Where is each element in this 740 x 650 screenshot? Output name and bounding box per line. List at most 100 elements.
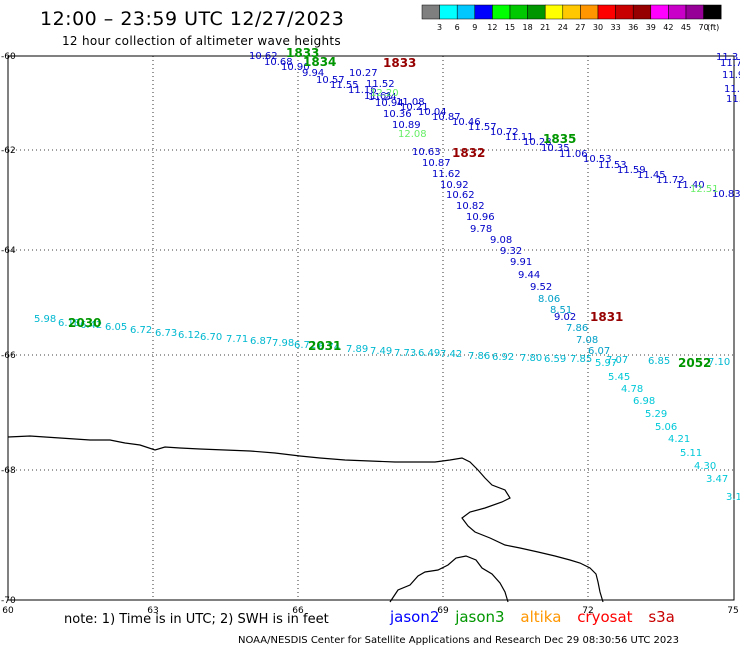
wave-height-value: 7.98 bbox=[272, 338, 294, 349]
wave-height-value: 11.08 bbox=[396, 97, 425, 108]
colorbar-swatch bbox=[615, 4, 634, 20]
wave-height-value: 7.73 bbox=[394, 348, 416, 359]
wave-height-value: 9.52 bbox=[530, 282, 552, 293]
wave-height-value: 7.71 bbox=[226, 334, 248, 345]
pass-time-label: 2031 bbox=[308, 339, 341, 353]
wave-height-value: 6.12 bbox=[178, 330, 200, 341]
wave-height-value: 12.20 bbox=[370, 88, 399, 99]
colorbar-swatch bbox=[668, 4, 687, 20]
wave-height-value: 6.72 bbox=[130, 325, 152, 336]
wave-height-value: 6.74 bbox=[318, 342, 340, 353]
lon-label: 72 bbox=[582, 606, 593, 616]
wave-height-value: 7.80 bbox=[520, 353, 542, 364]
wave-height-value: 9.32 bbox=[500, 246, 522, 257]
colorbar-swatch bbox=[492, 4, 511, 20]
pass-time-label: 1833 bbox=[383, 56, 416, 70]
map-frame bbox=[7, 55, 735, 601]
wave-height-value: 11.7 bbox=[720, 58, 740, 69]
colorbar-label: 18 bbox=[523, 23, 533, 32]
wave-height-value: 11.57 bbox=[468, 122, 497, 133]
colorbar-label: 39 bbox=[646, 23, 656, 32]
wave-height-value: 10.62 bbox=[446, 190, 475, 201]
altimeter-swaths: 10.6210.6810.909.9410.5711.5511.1611.611… bbox=[34, 51, 740, 503]
wave-height-value: 6.92 bbox=[492, 352, 514, 363]
pass-time-label: 2030 bbox=[68, 316, 101, 330]
colorbar-label: 3 bbox=[437, 23, 442, 32]
wave-height-value: 11.2 bbox=[726, 94, 740, 105]
pass-time-label: 2052 bbox=[678, 356, 711, 370]
wave-height-value: 6.05 bbox=[105, 322, 127, 333]
wave-height-value: 11.11 bbox=[505, 132, 534, 143]
colorbar-label: 45 bbox=[681, 23, 691, 32]
colorbar-swatch bbox=[562, 4, 581, 20]
pass-time-label: 1834 bbox=[303, 55, 336, 69]
wave-height-value: 10.82 bbox=[456, 201, 485, 212]
sat-jason3: jason3 bbox=[455, 608, 505, 626]
wave-height-value: 10.96 bbox=[466, 212, 495, 223]
colorbar-swatch bbox=[597, 4, 616, 20]
colorbar-swatch bbox=[703, 4, 722, 20]
colorbar-label: 33 bbox=[611, 23, 621, 32]
colorbar-swatch bbox=[527, 4, 546, 20]
colorbar-swatch bbox=[544, 4, 564, 20]
wave-height-value: 7.86 bbox=[468, 351, 490, 362]
colorbar-label: 15 bbox=[505, 23, 515, 32]
pass-time-label: 1831 bbox=[590, 310, 623, 324]
wave-height-value: 10.83 bbox=[712, 189, 740, 200]
map-subtitle: 12 hour collection of altimeter wave hei… bbox=[62, 34, 341, 48]
wave-height-value: 10.92 bbox=[440, 180, 469, 191]
wave-height-value: 9.08 bbox=[490, 235, 512, 246]
footnote: note: 1) Time is in UTC; 2) SWH is in fe… bbox=[64, 612, 329, 627]
wave-height-value: 11.53 bbox=[598, 160, 627, 171]
map-title: 12:00 – 23:59 UTC 12/27/2023 bbox=[40, 8, 345, 30]
wave-height-value: 11.55 bbox=[330, 80, 359, 91]
colorbar-swatch bbox=[421, 4, 440, 20]
wave-height-value: 9.91 bbox=[510, 257, 532, 268]
sat-jason2: jason2 bbox=[390, 608, 440, 626]
wave-height-value: 10.57 bbox=[316, 75, 345, 86]
sat-cryosat: cryosat bbox=[577, 608, 633, 626]
colorbar-label: 30 bbox=[593, 23, 603, 32]
wave-height-value: 8.06 bbox=[538, 294, 560, 305]
wave-height-value: 9.44 bbox=[518, 270, 540, 281]
colorbar-label: 36 bbox=[628, 23, 638, 32]
wave-height-value: 6.49 bbox=[418, 348, 440, 359]
credit-line: NOAA/NESDIS Center for Satellite Applica… bbox=[238, 635, 680, 646]
wave-height-value: 8.51 bbox=[550, 305, 572, 316]
colorbar-swatch bbox=[439, 4, 458, 20]
wave-height-value: 7.08 bbox=[576, 335, 598, 346]
pass-time-label: 1833 bbox=[286, 46, 319, 60]
pass-time-label: 1835 bbox=[543, 132, 576, 146]
wave-height-value: 3.1 bbox=[726, 492, 740, 503]
wave-height-value: 11.6 bbox=[724, 84, 740, 95]
wave-height-value: 10.53 bbox=[583, 154, 612, 165]
wave-height-value: 5.06 bbox=[655, 422, 677, 433]
wave-height-value: 6.85 bbox=[648, 356, 670, 367]
colorbar-label: 6 bbox=[455, 23, 460, 32]
colorbar-label: 12 bbox=[487, 23, 497, 32]
wave-height-value: 11.9 bbox=[722, 70, 740, 81]
wave-height-value: 11.62 bbox=[432, 169, 461, 180]
wave-height-value: 10.90 bbox=[281, 62, 310, 73]
colorbar-label: (ft) bbox=[707, 23, 719, 32]
wave-height-value: 3.47 bbox=[706, 474, 728, 485]
colorbar-label: 27 bbox=[575, 23, 585, 32]
wave-height-value: 7.89 bbox=[346, 344, 368, 355]
wave-height-value: 7.07 bbox=[606, 355, 628, 366]
wave-height-value: 5.98 bbox=[34, 314, 56, 325]
pass-time-label: 1832 bbox=[452, 146, 485, 160]
wave-height-value: 11.24 bbox=[368, 92, 397, 103]
wave-height-value: 4.30 bbox=[694, 461, 716, 472]
wave-height-value: 10.72 bbox=[490, 127, 519, 138]
wave-height-value: 11.45 bbox=[637, 170, 666, 181]
wave-height-value: 11.06 bbox=[559, 149, 588, 160]
wave-height-value: 4.78 bbox=[621, 384, 643, 395]
wave-height-value: 11.72 bbox=[656, 175, 685, 186]
wave-height-value: 7.49 bbox=[370, 346, 392, 357]
antarctic-coastline bbox=[7, 435, 604, 603]
wave-height-value: 6.59 bbox=[544, 354, 566, 365]
colorbar-swatch bbox=[632, 4, 652, 20]
wave-height-value: 11.16 bbox=[348, 85, 377, 96]
